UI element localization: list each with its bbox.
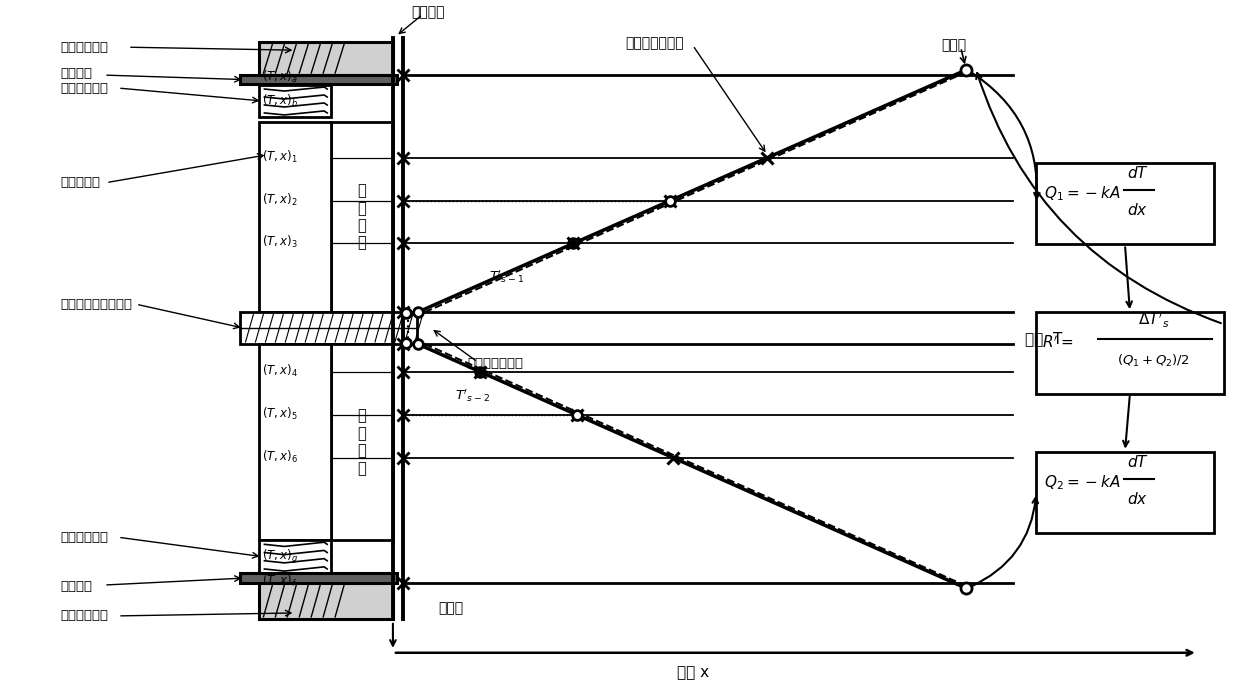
Text: $Q_2 = -kA$: $Q_2 = -kA$ bbox=[1044, 473, 1121, 492]
Text: 温度  T: 温度 T bbox=[1025, 331, 1063, 347]
Bar bbox=[1037, 312, 1224, 394]
Text: 绍热材料: 绍热材料 bbox=[61, 579, 92, 592]
Text: 防辐射屏: 防辐射屏 bbox=[410, 6, 444, 19]
Text: 下制冷加热套: 下制冷加热套 bbox=[61, 531, 108, 544]
Bar bbox=[259, 85, 331, 117]
Text: 上加热: 上加热 bbox=[941, 38, 966, 52]
Text: 上
热
流
计: 上 热 流 计 bbox=[357, 183, 366, 251]
Text: $(T,x)_4$: $(T,x)_4$ bbox=[263, 363, 299, 379]
Text: $\Delta T'_s$: $\Delta T'_s$ bbox=[1138, 311, 1169, 330]
Bar bbox=[239, 75, 397, 84]
Bar bbox=[259, 344, 331, 540]
Bar bbox=[1037, 452, 1214, 534]
Text: $dx$: $dx$ bbox=[1127, 491, 1148, 507]
Text: $(Q_1+Q_2)/2$: $(Q_1+Q_2)/2$ bbox=[1117, 353, 1190, 370]
Text: 上制冷加热套: 上制冷加热套 bbox=[61, 82, 108, 95]
Text: 温度传感器: 温度传感器 bbox=[61, 176, 100, 189]
Text: $(T,x)_3$: $(T,x)_3$ bbox=[263, 235, 299, 251]
Bar bbox=[259, 122, 331, 312]
Text: 距离 x: 距离 x bbox=[677, 665, 709, 680]
Bar bbox=[259, 583, 393, 619]
Text: 原位测量系统参考点: 原位测量系统参考点 bbox=[61, 298, 133, 311]
Text: $(T,x)_b$: $(T,x)_b$ bbox=[263, 93, 299, 109]
Text: $(T,x)_2$: $(T,x)_2$ bbox=[263, 192, 299, 208]
Bar bbox=[259, 42, 393, 75]
Text: $dT$: $dT$ bbox=[1127, 454, 1149, 470]
Text: $dT$: $dT$ bbox=[1127, 165, 1149, 181]
Text: $(T,x)_f$: $(T,x)_f$ bbox=[263, 573, 298, 589]
Bar bbox=[1037, 163, 1214, 244]
Text: $dx$: $dx$ bbox=[1127, 202, 1148, 218]
Text: $(T,x)_g$: $(T,x)_g$ bbox=[263, 547, 299, 565]
Bar bbox=[259, 540, 331, 573]
Bar bbox=[239, 312, 417, 344]
Text: 下制冷: 下制冷 bbox=[438, 601, 464, 615]
Text: 待测热界面材料: 待测热界面材料 bbox=[467, 358, 523, 370]
Text: $Q_1 = -kA$: $Q_1 = -kA$ bbox=[1044, 185, 1121, 203]
Text: $(T,x)_5$: $(T,x)_5$ bbox=[263, 406, 299, 422]
Text: $(T,x)_1$: $(T,x)_1$ bbox=[263, 149, 299, 165]
Text: 下辅助加热器: 下辅助加热器 bbox=[61, 610, 108, 622]
Text: 绍热材料: 绍热材料 bbox=[61, 66, 92, 80]
Text: $(T,x)_a$: $(T,x)_a$ bbox=[263, 69, 299, 85]
Text: 防辐射屏温控点: 防辐射屏温控点 bbox=[625, 36, 683, 51]
Bar bbox=[331, 344, 393, 540]
Bar bbox=[239, 573, 397, 583]
Text: $(T,x)_6$: $(T,x)_6$ bbox=[263, 448, 299, 464]
Text: $T'_{s-1}$: $T'_{s-1}$ bbox=[489, 268, 523, 285]
Text: 上辅助加热器: 上辅助加热器 bbox=[61, 41, 108, 54]
Text: $T'_{s-2}$: $T'_{s-2}$ bbox=[455, 388, 490, 404]
Text: $R' = $: $R' = $ bbox=[1043, 335, 1074, 352]
Text: 下
热
流
计: 下 热 流 计 bbox=[357, 408, 366, 475]
Bar bbox=[331, 122, 393, 312]
